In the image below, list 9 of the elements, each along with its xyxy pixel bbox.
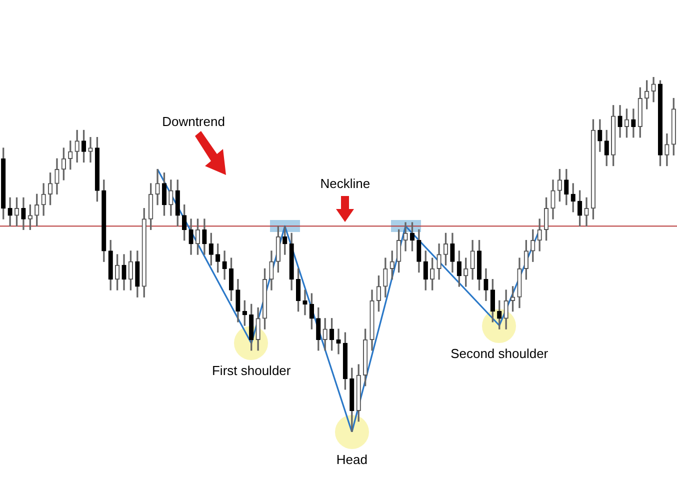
candlestick (88, 137, 93, 163)
candlestick (302, 290, 308, 316)
candlestick (336, 328, 341, 354)
annotation: First shoulder (212, 363, 291, 378)
candlestick (403, 222, 408, 252)
annotation: Second shoulder (450, 346, 548, 360)
annotation: Neckline (320, 176, 370, 192)
annotation: Downtrend (162, 114, 225, 130)
annotation: Head (336, 452, 368, 467)
